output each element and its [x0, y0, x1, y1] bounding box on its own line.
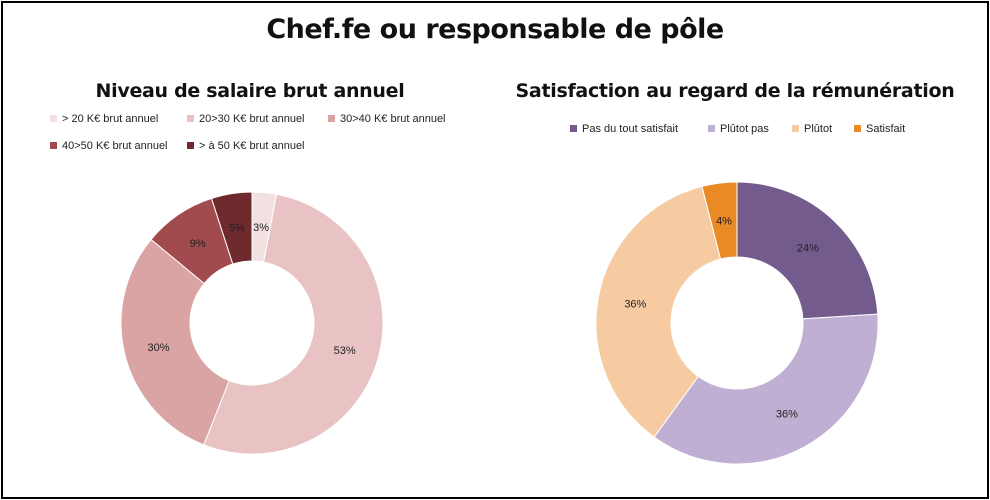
legend-swatch [854, 124, 861, 132]
salary-slice-label-1: 3% [253, 222, 269, 234]
salary-slice-2 [203, 193, 384, 455]
salary-slice-label-4: 9% [190, 238, 206, 250]
legend-swatch [792, 124, 799, 132]
page-title: Chef.fe ou responsable de pôle [266, 14, 724, 45]
satisfaction-slice-3 [595, 185, 722, 438]
satisfaction-chart-title: Satisfaction au regard de la rémunératio… [515, 80, 955, 102]
satisfaction-slice-4 [701, 181, 738, 260]
legend-swatch [187, 141, 194, 149]
legend-label: > 20 K€ brut annuel [62, 113, 159, 125]
salary-legend-item-3: 30>40 K€ brut annuel [328, 113, 446, 125]
legend-label: Satisfait [866, 123, 906, 135]
satisfaction-legend-item-2: Plûtot pas [708, 123, 769, 135]
legend-label: Plûtot pas [720, 123, 769, 135]
satisfaction-slice-label-3: 36% [624, 299, 646, 311]
salary-slice-label-2: 53% [334, 345, 356, 357]
salary-slice-label-3: 30% [148, 342, 170, 354]
salary-slice-label-5: 5% [229, 223, 245, 235]
satisfaction-legend-item-4: Satisfait [854, 123, 905, 135]
salary-slice-3 [120, 238, 230, 446]
legend-label: > à 50 K€ brut annuel [199, 140, 305, 152]
legend-swatch [570, 124, 577, 132]
satisfaction-slice-label-1: 24% [797, 243, 819, 255]
salary-legend-item-2: 20>30 K€ brut annuel [187, 113, 305, 125]
satisfaction-slice-label-2: 36% [776, 409, 798, 421]
legend-label: 20>30 K€ brut annuel [199, 113, 305, 125]
satisfaction-legend-item-1: Pas du tout satisfait [570, 123, 678, 135]
legend-label: 30>40 K€ brut annuel [340, 113, 446, 125]
satisfaction-slice-2 [653, 313, 879, 465]
legend-label: Plûtot [804, 123, 833, 135]
salary-legend-item-4: 40>50 K€ brut annuel [50, 140, 168, 152]
satisfaction-legend-item-3: Plûtot [792, 123, 832, 135]
legend-swatch [328, 114, 335, 122]
legend-swatch [708, 124, 715, 132]
legend-swatch [187, 114, 194, 122]
legend-swatch [50, 141, 57, 149]
satisfaction-slice-label-4: 4% [716, 215, 732, 227]
salary-legend-item-5: > à 50 K€ brut annuel [187, 140, 305, 152]
legend-swatch [50, 114, 57, 122]
salary-chart-title: Niveau de salaire brut annuel [95, 80, 405, 102]
salary-legend-item-1: > 20 K€ brut annuel [50, 113, 158, 125]
satisfaction-slice-1 [736, 181, 879, 320]
legend-label: 40>50 K€ brut annuel [62, 140, 168, 152]
legend-label: Pas du tout satisfait [582, 123, 678, 135]
salary-slice-5 [210, 191, 253, 265]
